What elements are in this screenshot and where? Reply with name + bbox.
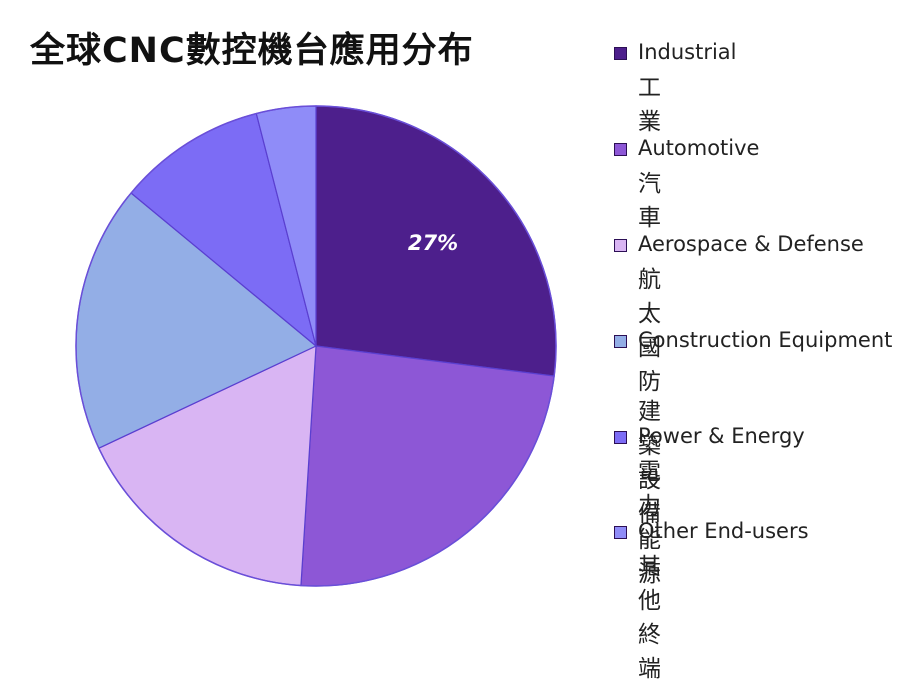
legend-label-zh: 航太國防 — [638, 267, 661, 395]
legend-swatch — [614, 526, 627, 539]
legend-swatch — [614, 47, 627, 60]
legend-label-en: Construction Equipment — [638, 328, 893, 352]
legend-label-zh: 建築設備 — [638, 399, 661, 527]
chart-title: 全球CNC數控機台應用分布 — [30, 31, 474, 71]
legend-swatch — [614, 239, 627, 252]
pie-chart: 27% — [75, 105, 557, 587]
legend-label-en: Automotive — [638, 136, 760, 160]
slice-data-label: 27% — [408, 231, 458, 255]
legend-label-zh: 其他終端 — [638, 554, 661, 682]
legend-label-zh: 電力能源 — [638, 459, 661, 587]
pie-outline — [75, 105, 557, 587]
legend-label-zh: 汽車 — [638, 171, 661, 231]
pie-slice-2 — [300, 345, 555, 587]
legend-label-en: Other End-users — [638, 519, 809, 543]
legend-label-en: Power & Energy — [638, 424, 805, 448]
legend-label-en: Aerospace & Defense — [638, 232, 864, 256]
legend-swatch — [614, 143, 627, 156]
legend-swatch — [614, 335, 627, 348]
legend-swatch — [614, 431, 627, 444]
legend-label-en: Industrial — [638, 40, 737, 64]
legend-label-zh: 工業 — [638, 75, 661, 135]
